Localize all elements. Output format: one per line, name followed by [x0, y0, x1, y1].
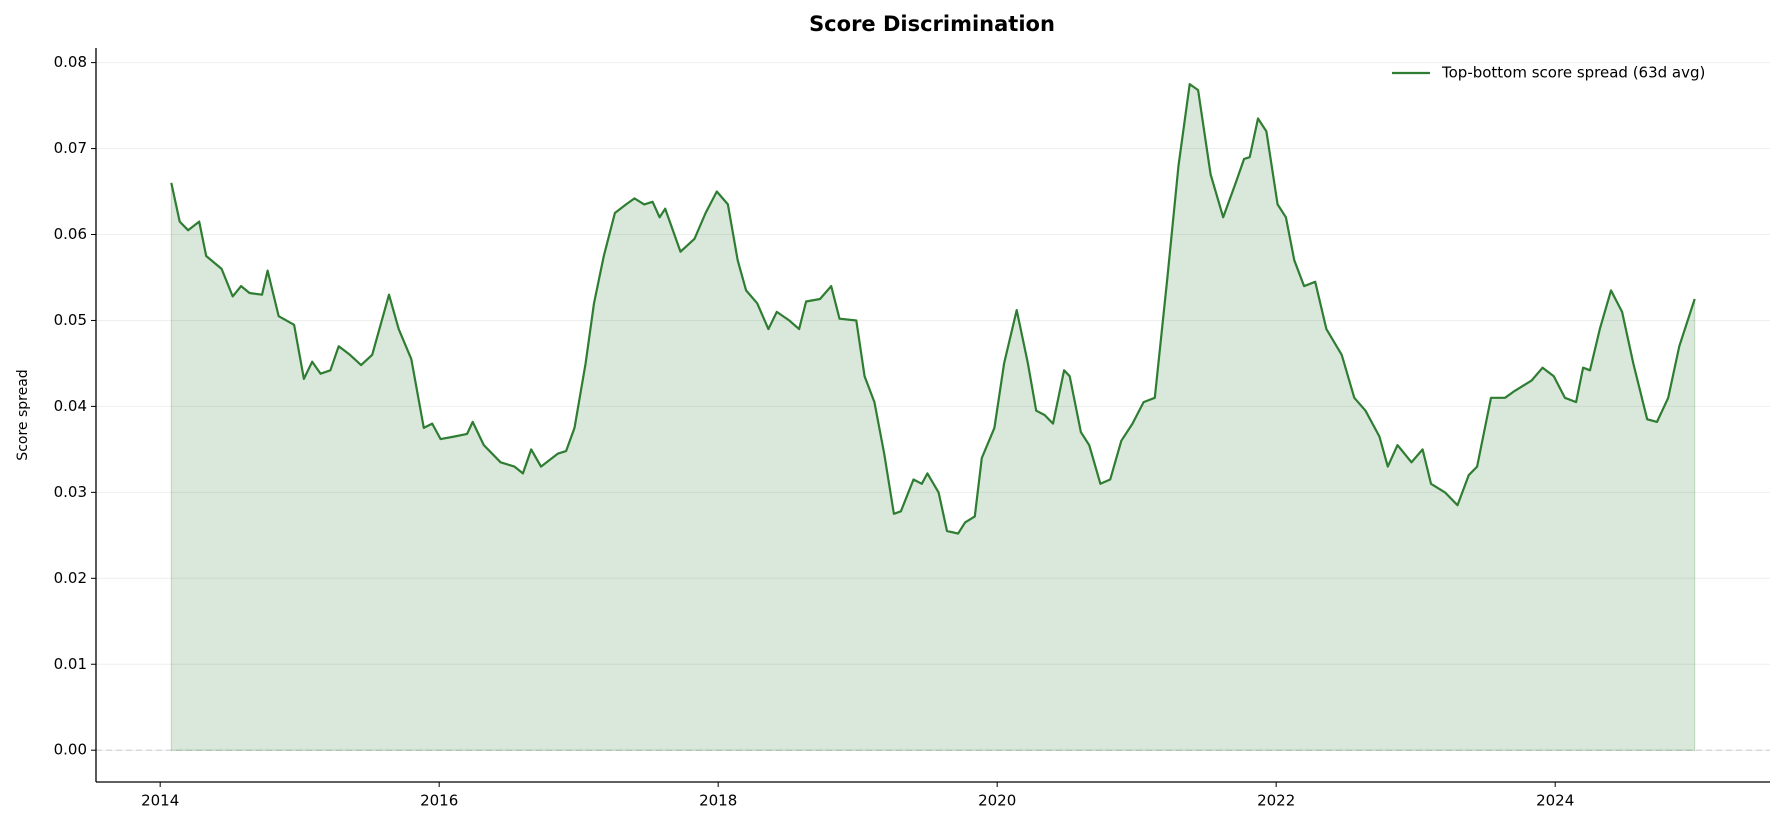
y-tick-label: 0.05 — [54, 311, 87, 329]
x-tick-label: 2016 — [420, 792, 458, 810]
area-fill — [170, 83, 1696, 751]
y-axis-label: Score spread — [15, 369, 31, 460]
y-tick-label: 0.04 — [54, 397, 87, 415]
y-tick-label: 0.07 — [54, 139, 87, 157]
legend-label: Top-bottom score spread (63d avg) — [1441, 64, 1705, 82]
x-tick-label: 2018 — [699, 792, 737, 810]
y-tick-label: 0.00 — [54, 741, 87, 759]
x-tick-label: 2020 — [978, 792, 1016, 810]
x-tick-label: 2024 — [1536, 792, 1574, 810]
y-tick-label: 0.06 — [54, 225, 87, 243]
x-tick-label: 2014 — [141, 792, 179, 810]
y-tick-label: 0.01 — [54, 655, 87, 673]
y-tick-label: 0.08 — [54, 53, 87, 71]
series-line — [170, 83, 1696, 535]
chart-title: Score Discrimination — [809, 12, 1055, 36]
y-tick-label: 0.03 — [54, 483, 87, 501]
y-tick-label: 0.02 — [54, 569, 87, 587]
x-tick-label: 2022 — [1257, 792, 1295, 810]
